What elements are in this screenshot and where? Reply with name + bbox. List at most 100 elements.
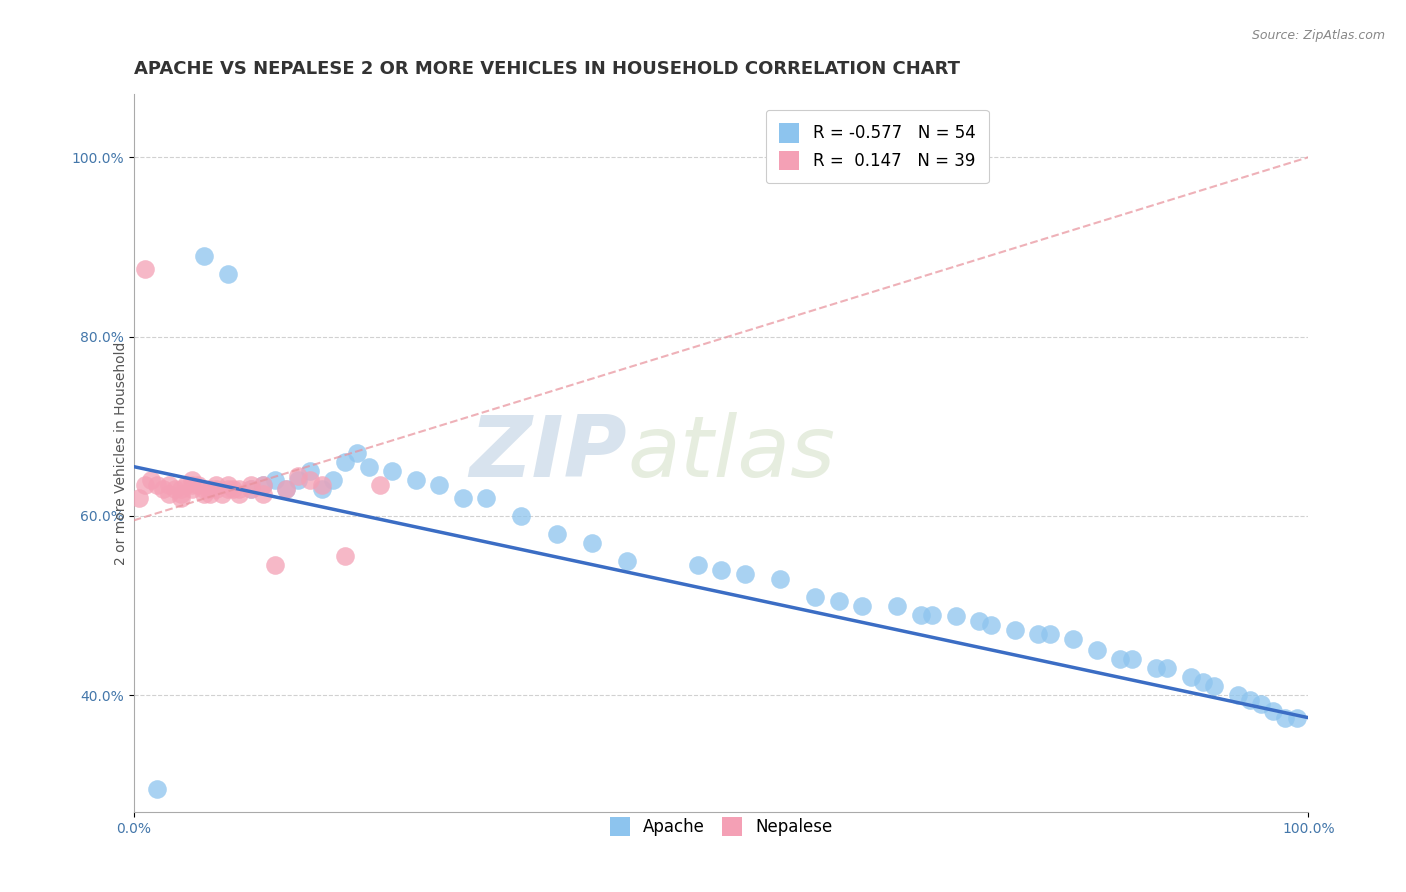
Point <box>240 482 263 496</box>
Point <box>217 477 239 491</box>
Point <box>381 464 404 478</box>
Point <box>769 572 792 586</box>
Point <box>193 249 215 263</box>
Point <box>1250 698 1272 712</box>
Point <box>298 473 321 487</box>
Text: atlas: atlas <box>627 411 835 495</box>
Point <box>205 477 228 491</box>
Point <box>134 262 156 277</box>
Point <box>333 455 356 469</box>
Point <box>187 477 209 491</box>
Point <box>945 609 967 624</box>
Point <box>169 482 191 496</box>
Point <box>581 536 603 550</box>
Point <box>205 482 228 496</box>
Point <box>804 590 827 604</box>
Point <box>322 473 344 487</box>
Point <box>198 486 221 500</box>
Point <box>276 482 298 496</box>
Point <box>1180 670 1202 684</box>
Point <box>252 477 274 491</box>
Point <box>287 468 309 483</box>
Point <box>1062 632 1084 646</box>
Point <box>710 563 733 577</box>
Point <box>969 614 991 628</box>
Point <box>921 607 943 622</box>
Point <box>1285 711 1308 725</box>
Point <box>346 446 368 460</box>
Point <box>1204 679 1226 693</box>
Point <box>1263 704 1285 718</box>
Point <box>169 486 191 500</box>
Point <box>217 482 239 496</box>
Point <box>176 477 198 491</box>
Point <box>311 482 333 496</box>
Point <box>311 477 333 491</box>
Point <box>240 482 263 496</box>
Point <box>1121 652 1143 666</box>
Point <box>263 473 285 487</box>
Point <box>298 464 321 478</box>
Point <box>211 486 233 500</box>
Point <box>228 486 250 500</box>
Point <box>146 782 169 797</box>
Point <box>163 482 186 496</box>
Point <box>128 491 150 505</box>
Point <box>181 477 204 491</box>
Point <box>1039 627 1062 641</box>
Point <box>546 527 568 541</box>
Point <box>910 607 932 622</box>
Point <box>1144 661 1167 675</box>
Point <box>252 477 274 491</box>
Point <box>222 482 245 496</box>
Text: APACHE VS NEPALESE 2 OR MORE VEHICLES IN HOUSEHOLD CORRELATION CHART: APACHE VS NEPALESE 2 OR MORE VEHICLES IN… <box>134 60 959 78</box>
Point <box>134 477 156 491</box>
Point <box>193 486 215 500</box>
Point <box>1226 688 1249 702</box>
Point <box>427 477 450 491</box>
Text: ZIP: ZIP <box>470 411 627 495</box>
Point <box>686 558 709 573</box>
Point <box>141 473 163 487</box>
Point <box>827 594 849 608</box>
Point <box>157 477 180 491</box>
Text: Source: ZipAtlas.com: Source: ZipAtlas.com <box>1251 29 1385 42</box>
Point <box>263 558 285 573</box>
Point <box>181 473 204 487</box>
Point <box>252 486 274 500</box>
Point <box>1004 623 1026 637</box>
Point <box>333 549 356 564</box>
Point <box>1026 627 1049 641</box>
Point <box>368 477 391 491</box>
Point <box>886 599 908 613</box>
Point <box>851 599 873 613</box>
Point <box>193 482 215 496</box>
Point <box>217 267 239 281</box>
Legend: Apache, Nepalese: Apache, Nepalese <box>603 811 839 843</box>
Point <box>616 554 638 568</box>
Point <box>240 477 263 491</box>
Point <box>357 459 380 474</box>
Point <box>1109 652 1132 666</box>
Point <box>157 486 180 500</box>
Point <box>405 473 427 487</box>
Point <box>169 491 191 505</box>
Point <box>980 618 1002 632</box>
Point <box>475 491 498 505</box>
Point <box>152 482 174 496</box>
Point <box>181 482 204 496</box>
Point <box>1239 693 1261 707</box>
Point <box>510 508 533 523</box>
Point <box>1191 674 1213 689</box>
Point <box>734 567 756 582</box>
Point <box>1085 643 1108 657</box>
Y-axis label: 2 or more Vehicles in Household: 2 or more Vehicles in Household <box>114 342 128 565</box>
Point <box>1156 661 1178 675</box>
Point <box>146 477 169 491</box>
Point <box>287 473 309 487</box>
Point <box>276 482 298 496</box>
Point <box>198 482 221 496</box>
Point <box>228 482 250 496</box>
Point <box>451 491 474 505</box>
Point <box>1274 711 1296 725</box>
